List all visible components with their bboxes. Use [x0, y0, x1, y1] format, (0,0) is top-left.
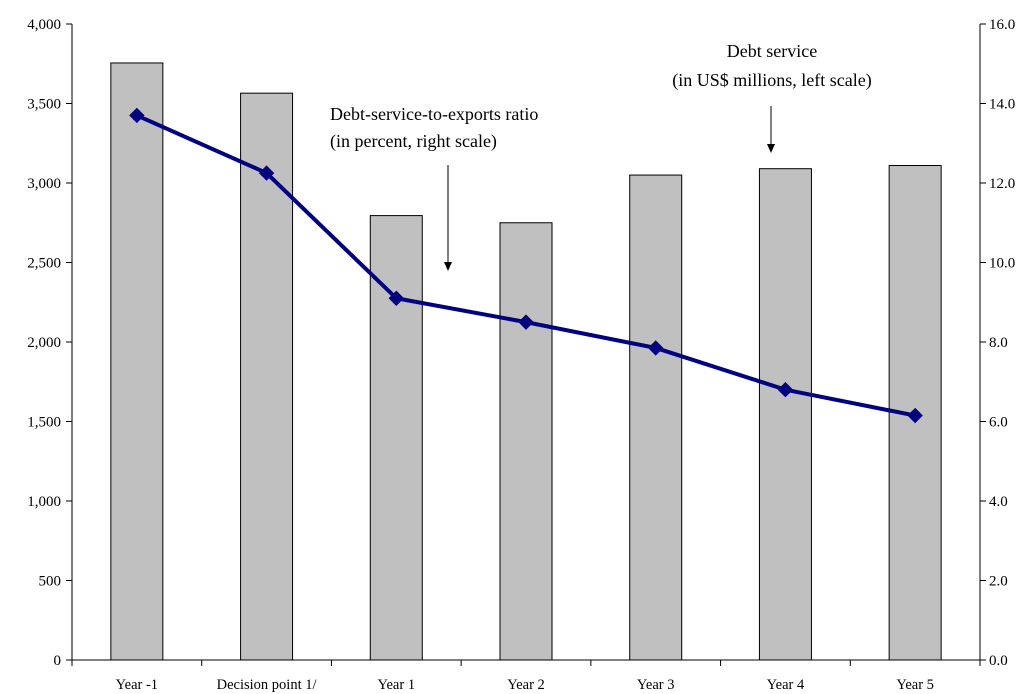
x-tick-label: Year 2 [507, 677, 545, 693]
debt-annotation-line-2: (in US$ millions, left scale) [672, 70, 871, 91]
right-tick-label: 2.0 [989, 574, 1008, 590]
ratio-annotation-line-2: (in percent, right scale) [330, 131, 497, 152]
bar-4 [499, 222, 553, 661]
left-tick-label: 3,500 [27, 97, 61, 113]
bar-3 [369, 215, 423, 661]
ratio-annotation-line-1: Debt-service-to-exports ratio [330, 104, 538, 124]
axes: 0 500 1,000 1,500 2,000 2,500 3,000 3,500 4,000 0… [27, 17, 1015, 693]
ratio-point-5 [648, 340, 664, 356]
right-tick-label: 0.0 [989, 653, 1008, 669]
left-tick-label: 2,000 [27, 335, 61, 351]
bar-series [110, 62, 942, 661]
right-tick-label: 6.0 [989, 415, 1008, 431]
ratio-point-1 [129, 107, 145, 124]
bar-1 [110, 62, 164, 661]
right-tick-label: 12.0 [989, 176, 1015, 192]
annotations: Debt-service-to-exports ratio (in percent… [330, 41, 872, 271]
ratio-point-7 [907, 407, 923, 424]
left-tick-label: 3,000 [27, 176, 61, 192]
x-tick-label: Year -1 [116, 677, 158, 693]
debt-annotation-line-1: Debt service [727, 41, 817, 61]
left-tick-label: 4,000 [27, 17, 61, 33]
right-tick-label: 16.0 [989, 17, 1015, 33]
ratio-arrow-head-icon [444, 262, 452, 271]
debt-arrow-head-icon [767, 144, 775, 153]
line-series [129, 107, 923, 424]
x-tick-label: Decision point 1/ [217, 677, 318, 693]
x-tick-label: Year 4 [767, 677, 805, 693]
ratio-point-2 [258, 165, 275, 181]
left-tick-label: 2,500 [27, 256, 61, 272]
right-tick-label: 4.0 [989, 494, 1008, 510]
right-tick-label: 14.0 [989, 97, 1015, 113]
left-tick-label: 500 [39, 574, 62, 590]
left-tick-label: 0 [54, 653, 62, 669]
bar-5 [629, 174, 683, 661]
left-tick-label: 1,000 [27, 494, 61, 510]
ratio-point-4 [518, 314, 534, 330]
x-tick-label: Year 5 [896, 677, 934, 693]
x-tick-label: Year 3 [637, 677, 675, 693]
ratio-point-3 [388, 290, 404, 306]
left-tick-label: 1,500 [27, 415, 61, 431]
ratio-point-6 [777, 381, 794, 398]
bar-6 [758, 168, 812, 661]
right-tick-label: 10.0 [989, 256, 1015, 272]
x-tick-label: Year 1 [377, 677, 415, 693]
right-tick-label: 8.0 [989, 335, 1008, 351]
